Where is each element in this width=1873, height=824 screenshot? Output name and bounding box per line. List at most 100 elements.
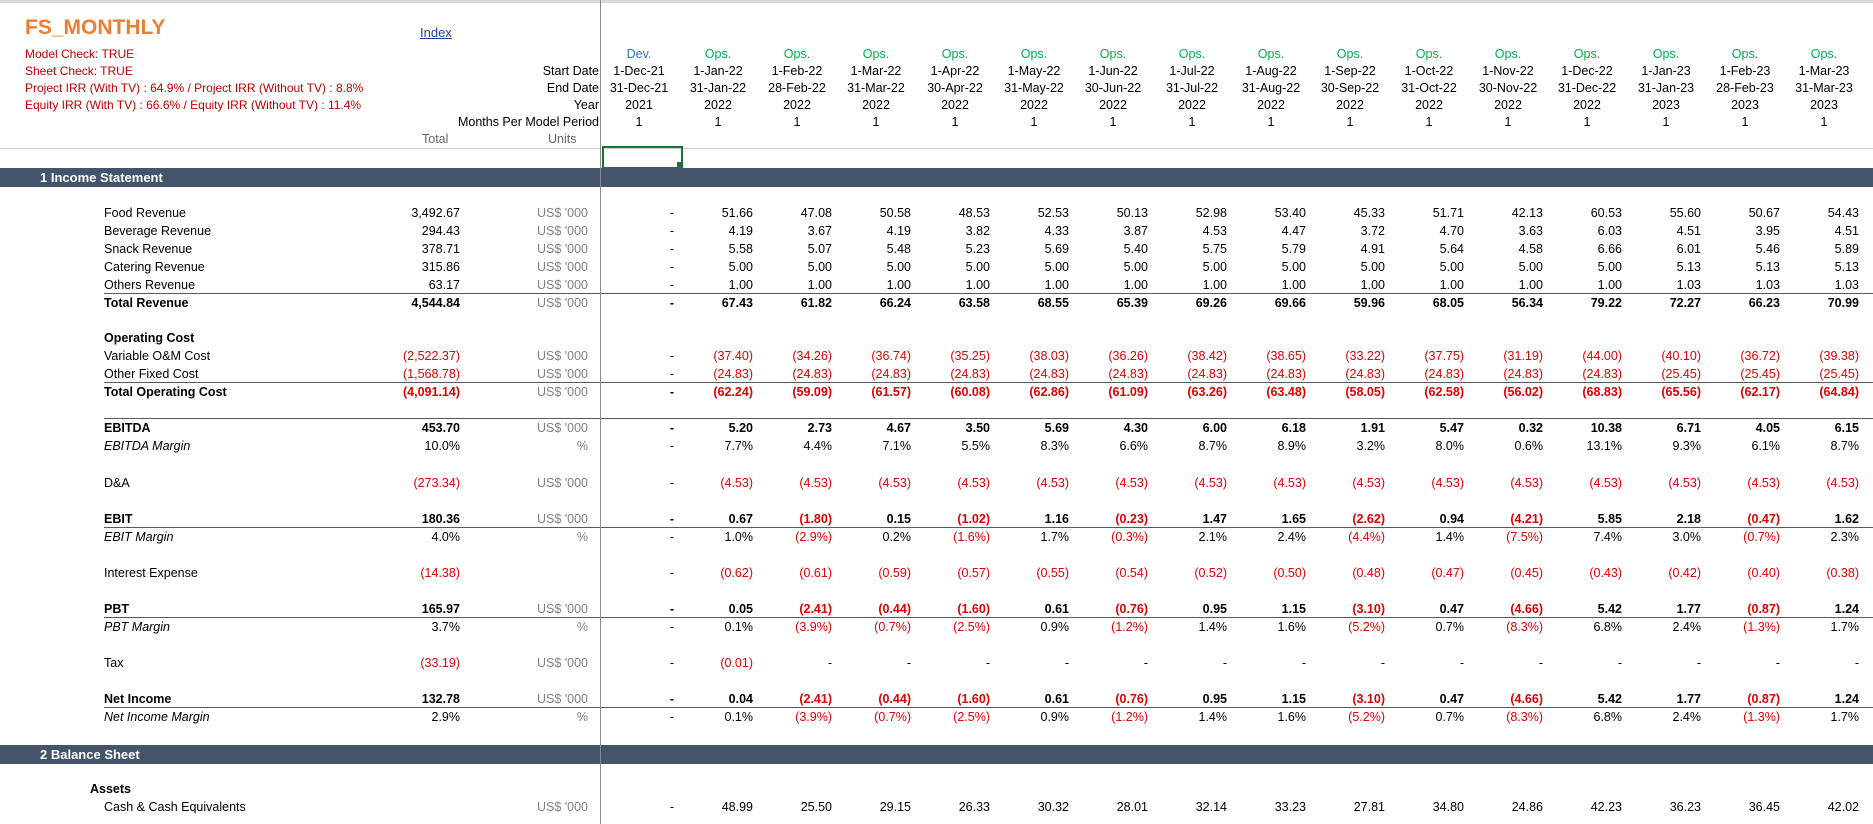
- row-units[interactable]: %: [576, 439, 588, 453]
- row-cell[interactable]: (37.40): [713, 349, 753, 363]
- row-cell[interactable]: (4.53): [1589, 476, 1622, 490]
- row-cell[interactable]: (0.76): [1115, 692, 1148, 706]
- row-cell[interactable]: (4.4%): [1348, 530, 1385, 544]
- row-cell[interactable]: (24.83): [1108, 367, 1148, 381]
- row-cell[interactable]: (36.74): [871, 349, 911, 363]
- row-cell[interactable]: -: [827, 656, 832, 670]
- row-cell[interactable]: (68.83): [1582, 385, 1622, 399]
- row-cell[interactable]: 48.53: [958, 206, 990, 220]
- row-units[interactable]: US$ '000: [536, 692, 588, 706]
- row-total[interactable]: 294.43: [421, 224, 460, 238]
- row-cell[interactable]: 13.1%: [1586, 439, 1622, 453]
- row-cell[interactable]: -: [1143, 656, 1148, 670]
- row-cell[interactable]: (24.83): [1503, 367, 1543, 381]
- row-cell[interactable]: 5.46: [1755, 242, 1780, 256]
- row-cell[interactable]: -: [669, 602, 674, 616]
- row-cell[interactable]: 70.99: [1827, 296, 1859, 310]
- row-cell[interactable]: 26.33: [958, 800, 990, 814]
- row-cell[interactable]: 61.82: [800, 296, 832, 310]
- row-cell[interactable]: -: [669, 296, 674, 310]
- row-cell[interactable]: -: [669, 530, 674, 544]
- row-cell[interactable]: -: [669, 385, 674, 399]
- row-label[interactable]: PBT: [104, 602, 129, 616]
- row-cell[interactable]: 51.66: [721, 206, 753, 220]
- row-cell[interactable]: 4.53: [1202, 224, 1227, 238]
- row-cell[interactable]: (0.44): [878, 602, 911, 616]
- row-cell[interactable]: -: [906, 656, 911, 670]
- row-cell[interactable]: (0.47): [1747, 512, 1780, 526]
- row-units[interactable]: US$ '000: [536, 296, 588, 310]
- row-cell[interactable]: -: [1064, 656, 1069, 670]
- row-cell[interactable]: -: [669, 260, 674, 274]
- row-cell[interactable]: (0.43): [1589, 566, 1622, 580]
- row-cell[interactable]: 4.33: [1044, 224, 1069, 238]
- row-label[interactable]: Beverage Revenue: [104, 224, 212, 238]
- row-cell[interactable]: 6.18: [1281, 421, 1306, 435]
- row-cell[interactable]: (0.48): [1352, 566, 1385, 580]
- row-cell[interactable]: 5.89: [1834, 242, 1859, 256]
- row-cell[interactable]: (3.10): [1352, 692, 1385, 706]
- row-cell[interactable]: 6.00: [1202, 421, 1227, 435]
- row-cell[interactable]: 3.50: [965, 421, 990, 435]
- row-cell[interactable]: (1.3%): [1743, 710, 1780, 724]
- row-cell[interactable]: (4.21): [1510, 512, 1543, 526]
- row-cell[interactable]: (37.75): [1424, 349, 1464, 363]
- row-cell[interactable]: 63.58: [958, 296, 990, 310]
- row-cell[interactable]: -: [1617, 656, 1622, 670]
- row-cell[interactable]: 7.4%: [1593, 530, 1623, 544]
- row-cell[interactable]: 1.7%: [1040, 530, 1070, 544]
- row-cell[interactable]: 8.3%: [1040, 439, 1070, 453]
- row-cell[interactable]: (33.22): [1345, 349, 1385, 363]
- row-cell[interactable]: 5.79: [1281, 242, 1306, 256]
- row-cell[interactable]: (36.26): [1108, 349, 1148, 363]
- row-cell[interactable]: 68.55: [1037, 296, 1069, 310]
- row-cell[interactable]: 6.71: [1676, 421, 1701, 435]
- row-cell[interactable]: 1.00: [886, 278, 911, 292]
- row-cell[interactable]: 1.0%: [724, 530, 754, 544]
- row-cell[interactable]: (65.56): [1661, 385, 1701, 399]
- row-cell[interactable]: (5.2%): [1348, 620, 1385, 634]
- row-label[interactable]: PBT Margin: [104, 620, 170, 634]
- row-cell[interactable]: 5.00: [1439, 260, 1464, 274]
- row-cell[interactable]: (0.87): [1747, 602, 1780, 616]
- row-cell[interactable]: 8.0%: [1435, 439, 1465, 453]
- row-units[interactable]: US$ '000: [536, 367, 588, 381]
- row-cell[interactable]: (4.53): [1115, 476, 1148, 490]
- row-cell[interactable]: (63.26): [1187, 385, 1227, 399]
- row-cell[interactable]: 4.19: [886, 224, 911, 238]
- row-cell[interactable]: (61.09): [1108, 385, 1148, 399]
- row-cell[interactable]: 50.67: [1748, 206, 1780, 220]
- row-cell[interactable]: 4.30: [1123, 421, 1148, 435]
- row-label[interactable]: D&A: [104, 476, 130, 490]
- row-total[interactable]: 3.7%: [431, 620, 461, 634]
- row-cell[interactable]: (4.53): [1194, 476, 1227, 490]
- row-cell[interactable]: 25.50: [800, 800, 832, 814]
- row-cell[interactable]: 1.4%: [1198, 620, 1228, 634]
- row-cell[interactable]: 2.73: [807, 421, 832, 435]
- row-units[interactable]: US$ '000: [536, 349, 588, 363]
- row-cell[interactable]: (0.50): [1273, 566, 1306, 580]
- row-cell[interactable]: (4.53): [1747, 476, 1780, 490]
- row-cell[interactable]: 4.91: [1360, 242, 1385, 256]
- row-units[interactable]: %: [576, 710, 588, 724]
- row-label[interactable]: Variable O&M Cost: [104, 349, 211, 363]
- row-cell[interactable]: (2.9%): [795, 530, 832, 544]
- row-cell[interactable]: (62.24): [713, 385, 753, 399]
- row-cell[interactable]: (24.83): [792, 367, 832, 381]
- row-cell[interactable]: 2.4%: [1672, 710, 1702, 724]
- row-cell[interactable]: 1.6%: [1277, 620, 1307, 634]
- row-cell[interactable]: (24.83): [1345, 367, 1385, 381]
- row-total[interactable]: (273.34): [413, 476, 460, 490]
- row-cell[interactable]: (24.83): [1187, 367, 1227, 381]
- row-cell[interactable]: 5.42: [1597, 692, 1622, 706]
- row-cell[interactable]: 53.40: [1274, 206, 1306, 220]
- row-cell[interactable]: (0.7%): [874, 710, 911, 724]
- row-cell[interactable]: -: [669, 620, 674, 634]
- row-cell[interactable]: (0.40): [1747, 566, 1780, 580]
- row-cell[interactable]: (38.03): [1029, 349, 1069, 363]
- row-cell[interactable]: 67.43: [721, 296, 753, 310]
- row-units[interactable]: US$ '000: [536, 224, 588, 238]
- row-cell[interactable]: (4.66): [1510, 692, 1543, 706]
- row-cell[interactable]: 1.00: [1202, 278, 1227, 292]
- row-cell[interactable]: -: [985, 656, 990, 670]
